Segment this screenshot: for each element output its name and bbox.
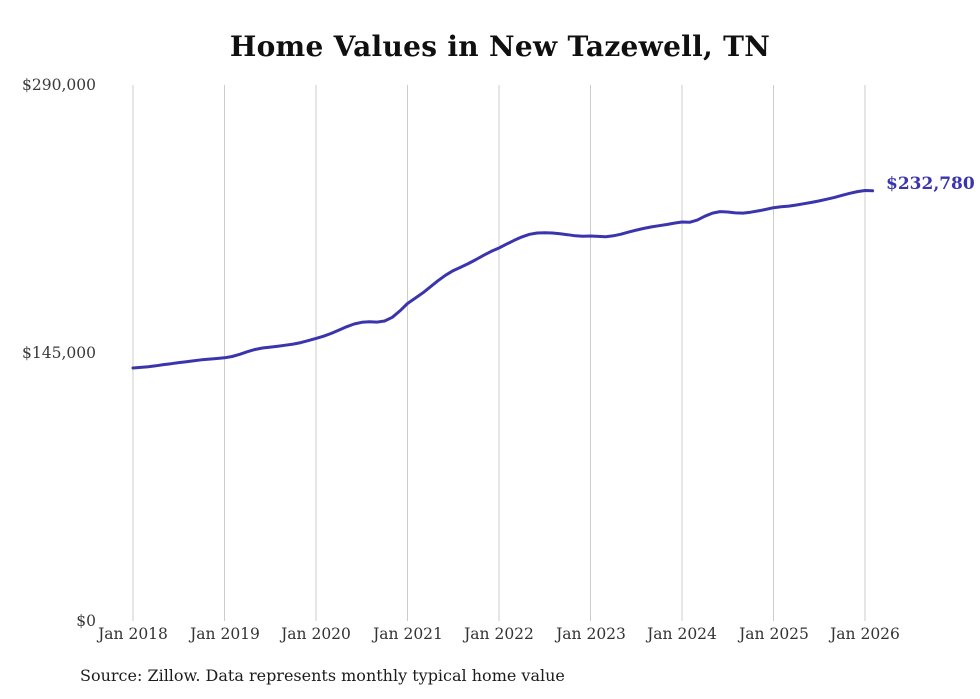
x-axis-tick-label: Jan 2023: [556, 625, 626, 643]
source-note: Source: Zillow. Data represents monthly …: [80, 666, 565, 685]
x-axis-tick-label: Jan 2022: [464, 625, 534, 643]
x-axis-tick-label: Jan 2026: [830, 625, 900, 643]
x-axis-tick-label: Jan 2024: [647, 625, 717, 643]
x-axis-tick-label: Jan 2025: [739, 625, 809, 643]
x-axis-tick-label: Jan 2021: [373, 625, 443, 643]
x-axis-tick-label: Jan 2020: [281, 625, 351, 643]
vertical-gridlines: [132, 85, 866, 621]
x-axis-tick-label: Jan 2018: [98, 625, 168, 643]
chart-title: Home Values in New Tazewell, TN: [229, 30, 771, 63]
y-axis-tick-label: $290,000: [22, 76, 96, 94]
y-axis-tick-label: $0: [76, 612, 96, 630]
x-axis-tick-label: Jan 2019: [190, 625, 260, 643]
latest-value-label: $232,780: [886, 174, 975, 194]
home-value-line: [131, 189, 875, 370]
y-axis-tick-label: $145,000: [22, 344, 96, 362]
